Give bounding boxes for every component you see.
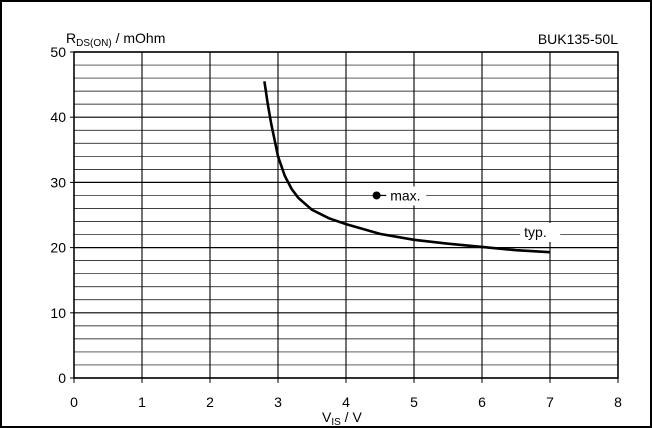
x-tick-label: 1 — [138, 394, 146, 410]
annotation-label: typ. — [524, 224, 547, 240]
x-axis-label-subscript: IS — [331, 417, 341, 428]
y-tick-label: 10 — [50, 305, 66, 321]
x-tick-label: 6 — [478, 394, 486, 410]
x-tick-label: 5 — [410, 394, 418, 410]
chart-title: BUK135-50L — [538, 31, 618, 47]
y-axis-label: RDS(ON) / mOhm — [66, 30, 165, 49]
x-tick-label: 0 — [70, 394, 78, 410]
x-tick-label: 3 — [274, 394, 282, 410]
x-axis-label-unit: / V — [341, 409, 363, 425]
annotation-background — [386, 186, 427, 206]
x-tick-label: 2 — [206, 394, 214, 410]
x-axis-label: VIS / V — [322, 409, 362, 428]
y-tick-label: 30 — [50, 174, 66, 190]
x-tick-labels: 0 1 2 3 4 5 6 7 8 — [70, 378, 622, 410]
y-axis-label-unit: / mOhm — [112, 30, 166, 46]
annotations: max. typ. — [372, 186, 561, 242]
y-tick-label: 50 — [50, 44, 66, 60]
x-tick-label: 4 — [342, 394, 350, 410]
series-line-typ — [263, 81, 551, 254]
y-tick-label: 20 — [50, 240, 66, 256]
y-tick-label: 40 — [50, 109, 66, 125]
y-axis-label-main: R — [66, 30, 76, 46]
x-tick-label: 8 — [614, 394, 622, 410]
y-tick-labels: 0 10 20 30 40 50 — [50, 44, 74, 386]
annotation-background — [520, 222, 561, 242]
annotation-label: max. — [390, 187, 420, 203]
y-axis-label-subscript: DS(ON) — [76, 38, 112, 49]
x-axis-label-main: V — [322, 409, 332, 425]
y-tick-label: 0 — [58, 370, 66, 386]
x-tick-label: 7 — [546, 394, 554, 410]
